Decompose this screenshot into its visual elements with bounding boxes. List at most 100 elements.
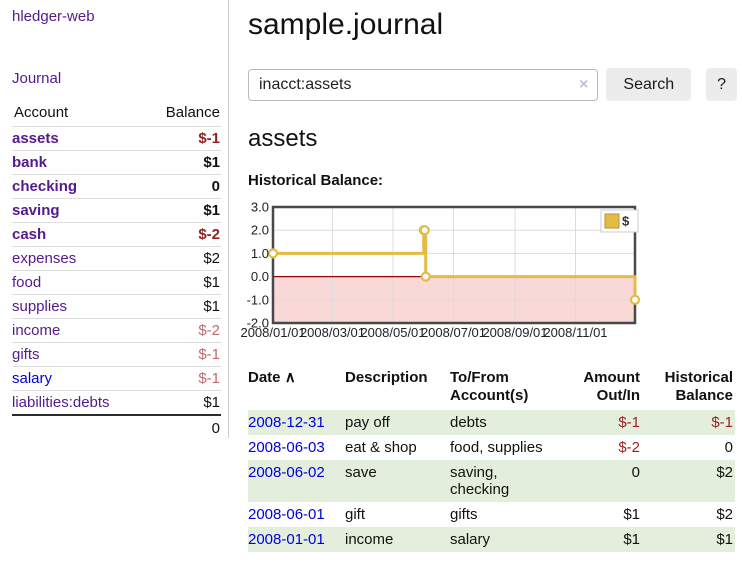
- register-header-accounts: To/From Account(s): [450, 369, 529, 404]
- transaction-description-cell: income: [345, 531, 394, 548]
- register-header-row: Date ∧ Description To/From Account(s) Am…: [248, 366, 735, 410]
- account-balance: $1: [203, 202, 220, 219]
- account-balance: $-1: [198, 130, 220, 147]
- chart-data-point: [629, 294, 641, 305]
- search-input[interactable]: [248, 68, 599, 101]
- transaction-accounts-cell: debts: [450, 414, 487, 431]
- account-link[interactable]: food: [12, 274, 42, 291]
- account-link[interactable]: income: [12, 322, 61, 339]
- transaction-date-link[interactable]: 2008-12-31: [248, 414, 325, 431]
- transaction-description-cell: eat & shop: [345, 439, 417, 456]
- account-row: cash $-2: [12, 222, 221, 247]
- account-link[interactable]: cash: [12, 226, 47, 243]
- transaction-description-cell: pay off: [345, 414, 390, 431]
- chart-data-point: [267, 248, 279, 259]
- accounts-header-balance: Balance: [165, 104, 220, 121]
- transaction-accounts-cell: food, supplies: [450, 439, 543, 456]
- transaction-row: 2008-12-31 pay off debts $-1 $-1: [248, 410, 735, 435]
- register-header-date[interactable]: Date ∧: [248, 366, 345, 410]
- transaction-date-link[interactable]: 2008-06-02: [248, 464, 325, 481]
- account-row: liabilities:debts $1: [12, 390, 221, 416]
- chart-data-point: [419, 225, 430, 236]
- chart-y-tick-label: -2.0: [247, 316, 269, 331]
- transaction-amount-cell: $1: [623, 506, 640, 523]
- transaction-date-cell: 2008-06-02: [248, 460, 345, 502]
- account-link[interactable]: gifts: [12, 346, 40, 363]
- chart-x-tick-label: 2008/05/01: [360, 325, 425, 340]
- transaction-amount-cell: $-1: [618, 414, 640, 431]
- accounts-header-row: Account Balance: [12, 100, 221, 127]
- account-row: food $1: [12, 270, 221, 295]
- accounts-header-account: Account: [14, 104, 69, 121]
- accounts-total-row: 0: [12, 415, 221, 441]
- account-row: gifts $-1: [12, 342, 221, 367]
- historical-balance-chart[interactable]: $3.0 2.0 1.0 0.0 -1.0 -2.0 2008/01/01 2008/03/0…: [240, 200, 737, 342]
- account-row: assets $-1: [12, 126, 221, 151]
- account-row: income $-2: [12, 318, 221, 343]
- app-brand-link[interactable]: hledger-web: [12, 8, 95, 25]
- accounts-total-spacer: [12, 415, 144, 441]
- transaction-amount-cell: $-2: [618, 439, 640, 456]
- chart-border: [271, 205, 637, 325]
- chart-x-tick-label: 2008/09/01: [482, 325, 547, 340]
- transaction-balance-cell: 0: [724, 439, 733, 456]
- account-link[interactable]: bank: [12, 154, 48, 171]
- clear-search-icon[interactable]: ×: [579, 75, 589, 93]
- account-link[interactable]: liabilities:debts: [12, 394, 110, 411]
- account-link[interactable]: salary: [12, 370, 53, 387]
- account-balance: $1: [203, 298, 220, 315]
- search-form: × Search ?: [248, 68, 737, 101]
- transaction-balance-cell: $-1: [711, 414, 733, 431]
- date-header-label: Date: [248, 369, 281, 386]
- help-button[interactable]: ?: [706, 68, 737, 101]
- account-link[interactable]: supplies: [12, 298, 68, 315]
- register-header-description: Description: [345, 369, 428, 386]
- transaction-date-cell: 2008-06-03: [248, 435, 345, 460]
- chart-data-point: [420, 271, 431, 282]
- register-header-amount: Amount Out/In: [583, 369, 640, 404]
- chart-x-tick-label: 2008/03/01: [300, 325, 365, 340]
- chart-y-tick-label: 2.0: [251, 223, 269, 238]
- chart-x-tick-label: 2008/11/01: [543, 325, 607, 340]
- search-button[interactable]: Search: [606, 68, 692, 101]
- account-link[interactable]: checking: [12, 178, 78, 195]
- account-balance: $-1: [198, 370, 220, 387]
- transaction-date-link[interactable]: 2008-01-01: [248, 531, 325, 548]
- chart-y-tick-label: 3.0: [251, 200, 269, 215]
- chart-legend-label: $: [622, 214, 630, 229]
- transaction-row: 2008-06-01 gift gifts $1 $2: [248, 502, 735, 527]
- search-field-wrapper: ×: [248, 68, 599, 101]
- account-row: bank $1: [12, 150, 221, 175]
- account-balance: $2: [203, 250, 220, 267]
- account-balance: 0: [211, 178, 220, 195]
- account-row: saving $1: [12, 198, 221, 223]
- transaction-accounts-cell: saving, checking: [450, 464, 510, 498]
- accounts-total-value: 0: [211, 420, 220, 437]
- transaction-date-cell: 2008-06-01: [248, 502, 345, 527]
- register-table: Date ∧ Description To/From Account(s) Am…: [248, 366, 735, 552]
- account-link[interactable]: expenses: [12, 250, 77, 267]
- account-balance: $1: [203, 154, 220, 171]
- account-balance: $-2: [198, 322, 220, 339]
- sidebar-item-journal[interactable]: Journal: [12, 70, 62, 87]
- transaction-amount-cell: 0: [631, 464, 640, 481]
- transaction-description-cell: save: [345, 464, 377, 481]
- transaction-row: 2008-06-02 save saving, checking 0 $2: [248, 460, 735, 502]
- transaction-date-cell: 2008-12-31: [248, 410, 345, 435]
- transaction-balance-cell: $2: [716, 506, 733, 523]
- chart-y-tick-label: -1.0: [247, 292, 269, 307]
- account-row: checking 0: [12, 174, 221, 199]
- account-link[interactable]: saving: [12, 202, 60, 219]
- account-link[interactable]: assets: [12, 130, 59, 147]
- sort-ascending-icon: ∧: [284, 369, 296, 386]
- transaction-balance-cell: $1: [716, 531, 733, 548]
- transaction-date-link[interactable]: 2008-06-03: [248, 439, 325, 456]
- account-row: salary $-1: [12, 366, 221, 391]
- chart-y-tick-label: 1.0: [251, 246, 269, 261]
- transaction-date-link[interactable]: 2008-06-01: [248, 506, 325, 523]
- transaction-amount-cell: $1: [623, 531, 640, 548]
- transaction-row: 2008-06-03 eat & shop food, supplies $-2 0: [248, 435, 735, 460]
- account-balance: $1: [203, 274, 220, 291]
- register-header-balance: Historical Balance: [664, 369, 733, 404]
- transaction-date-cell: 2008-01-01: [248, 527, 345, 552]
